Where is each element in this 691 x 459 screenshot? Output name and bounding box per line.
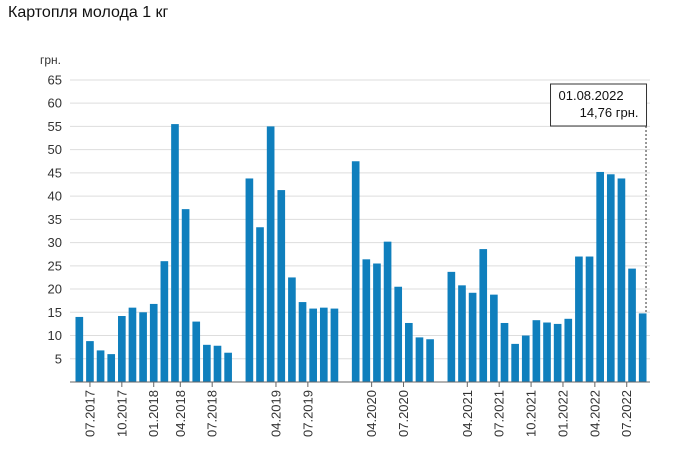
bar[interactable] — [245, 178, 254, 382]
bar[interactable] — [468, 292, 477, 382]
bar[interactable] — [628, 268, 636, 382]
y-tick-label: 55 — [48, 119, 62, 134]
x-tick-label: 07.2022 — [619, 390, 634, 437]
annotation-date: 01.08.2022 — [559, 88, 624, 103]
bar[interactable] — [330, 308, 339, 382]
bar[interactable] — [490, 294, 498, 382]
y-tick-label: 5 — [55, 351, 62, 366]
bar[interactable] — [426, 339, 434, 382]
bar[interactable] — [415, 337, 424, 382]
bar[interactable] — [458, 285, 466, 382]
bar[interactable] — [532, 320, 541, 382]
x-tick-label: 01.2018 — [146, 390, 161, 437]
bar[interactable] — [351, 161, 360, 382]
y-tick-labels: 5 10 15 20 25 30 35 40 45 50 55 60 65 — [48, 72, 62, 366]
bar[interactable] — [543, 322, 551, 382]
bar[interactable] — [500, 322, 509, 382]
x-tick-label: 10.2021 — [524, 390, 539, 437]
bar[interactable] — [203, 344, 211, 382]
annotation-box — [550, 83, 648, 127]
bar[interactable] — [266, 126, 275, 382]
bar[interactable] — [564, 318, 573, 382]
bar[interactable] — [362, 259, 371, 382]
bar[interactable] — [319, 307, 328, 382]
y-tick-label: 35 — [48, 212, 62, 227]
x-tick-label: 07.2019 — [300, 390, 315, 437]
bar[interactable] — [107, 354, 116, 382]
bar[interactable] — [596, 171, 604, 382]
chart-title: Картопля молода 1 кг — [8, 4, 169, 21]
bar[interactable] — [171, 124, 179, 382]
x-tick-label: 04.2021 — [460, 390, 475, 437]
bar[interactable] — [213, 345, 222, 382]
bar[interactable] — [383, 241, 392, 382]
y-tick-label: 60 — [48, 96, 62, 111]
y-tick-label: 50 — [48, 142, 62, 157]
x-tick-label: 07.2020 — [396, 390, 411, 437]
bar[interactable] — [139, 312, 147, 382]
y-tick-label: 40 — [48, 189, 62, 204]
x-tick-label: 07.2018 — [205, 390, 220, 437]
value-annotation: 01.08.2022 14,76 грн. — [550, 83, 648, 314]
bar[interactable] — [575, 256, 583, 382]
bar[interactable] — [181, 209, 190, 382]
bar[interactable] — [298, 302, 307, 382]
bar[interactable] — [479, 249, 488, 382]
x-tick-label: 04.2020 — [364, 390, 379, 437]
bar[interactable] — [118, 316, 126, 382]
x-tick-label: 10.2017 — [114, 390, 129, 437]
bars — [75, 124, 647, 383]
y-tick-label: 30 — [48, 235, 62, 250]
bar[interactable] — [511, 343, 519, 382]
bar[interactable] — [447, 271, 456, 382]
bar[interactable] — [75, 316, 84, 382]
bar[interactable] — [256, 227, 264, 382]
x-tick-label: 04.2019 — [268, 390, 283, 437]
bar[interactable] — [553, 323, 562, 382]
y-axis-unit-label: грн. — [40, 53, 61, 67]
x-tick-label: 04.2018 — [173, 390, 188, 437]
axes: грн. — [40, 53, 650, 383]
bar[interactable] — [394, 286, 403, 382]
bar[interactable] — [606, 174, 615, 382]
bar[interactable] — [617, 178, 626, 382]
x-tick-labels: 07.2017 10.2017 01.2018 04.2018 07.2018 04.20… — [82, 382, 634, 437]
annotation-value: 14,76 грн. — [580, 105, 639, 120]
bar[interactable] — [309, 308, 317, 382]
bar[interactable] — [585, 256, 594, 382]
y-tick-label: 20 — [48, 282, 62, 297]
bar[interactable] — [128, 307, 137, 382]
bar[interactable] — [149, 303, 158, 382]
x-tick-label: 04.2022 — [587, 390, 602, 437]
x-tick-label: 07.2021 — [492, 390, 507, 437]
bar[interactable] — [192, 321, 201, 382]
bar[interactable] — [288, 277, 296, 382]
bar[interactable] — [521, 335, 530, 382]
y-tick-label: 15 — [48, 305, 62, 320]
x-tick-label: 01.2022 — [555, 390, 570, 437]
bar[interactable] — [277, 190, 286, 382]
x-tick-label: 07.2017 — [82, 390, 97, 437]
bar[interactable] — [405, 322, 413, 382]
bar[interactable] — [160, 261, 169, 382]
bar[interactable] — [638, 313, 647, 382]
bar[interactable] — [86, 341, 94, 382]
bar[interactable] — [224, 352, 232, 382]
bar[interactable] — [373, 263, 381, 383]
y-tick-label: 45 — [48, 165, 62, 180]
y-tick-label: 10 — [48, 328, 62, 343]
y-tick-label: 65 — [48, 72, 62, 87]
bar[interactable] — [96, 350, 105, 382]
y-tick-label: 25 — [48, 258, 62, 273]
